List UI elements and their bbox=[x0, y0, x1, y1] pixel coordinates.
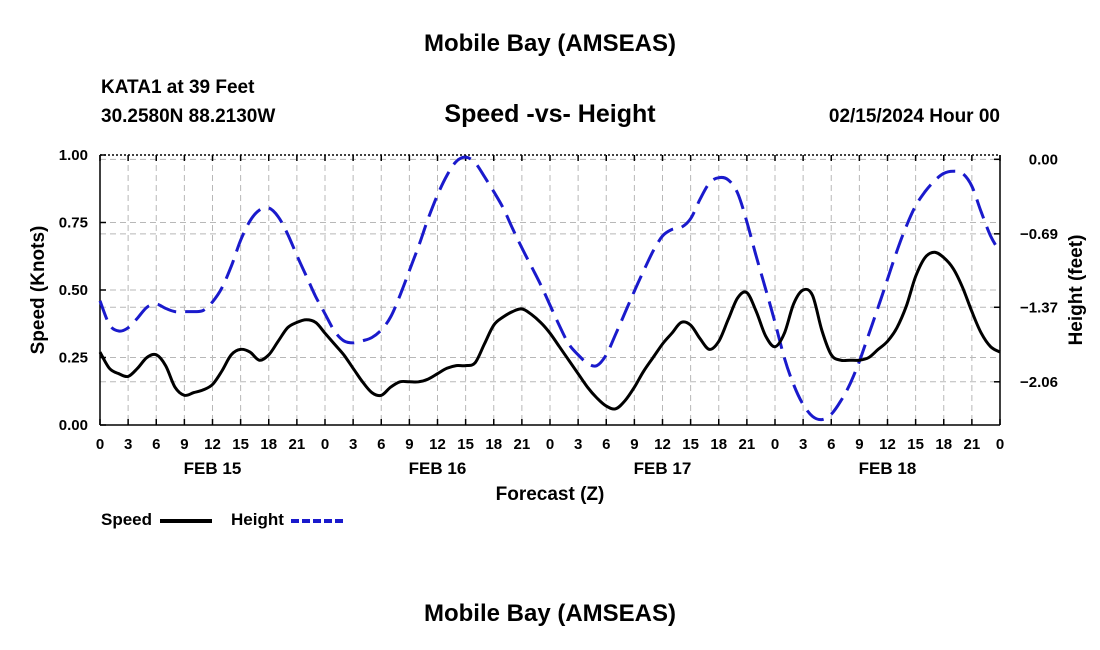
legend-height-label: Height bbox=[231, 510, 284, 529]
axis-layer bbox=[99, 154, 1001, 426]
x-tick-label: 0 bbox=[546, 436, 554, 453]
right-tick-label: −2.06 bbox=[1020, 374, 1058, 391]
height-series-line bbox=[98, 155, 1002, 422]
x-tick-label: 21 bbox=[514, 436, 531, 453]
left-tick-label: 1.00 bbox=[59, 147, 88, 164]
x-tick-label: 21 bbox=[289, 436, 306, 453]
x-tick-label: 6 bbox=[152, 436, 160, 453]
x-tick-label: 12 bbox=[429, 436, 446, 453]
right-axis-title: Height (feet) bbox=[1066, 235, 1087, 346]
x-tick-label: 18 bbox=[710, 436, 727, 453]
x-tick-label: 6 bbox=[377, 436, 385, 453]
speed-height-chart: 0 3 6 9 12 15 18 21 0 3 6 9 12 15 18 21 0 3 6 9 12 15 18 21 0 3 6 9… bbox=[28, 147, 1087, 505]
x-tick-label: 21 bbox=[964, 436, 981, 453]
x-tick-label: 3 bbox=[799, 436, 807, 453]
x-tick-label: 3 bbox=[349, 436, 357, 453]
x-tick-label: 6 bbox=[827, 436, 835, 453]
x-axis-title: Forecast (Z) bbox=[496, 484, 605, 505]
chart-title: Mobile Bay (AMSEAS) bbox=[423, 30, 677, 57]
day-label: FEB 16 bbox=[409, 459, 467, 478]
right-tick-label: 0.00 bbox=[1029, 151, 1058, 168]
x-tick-label: 15 bbox=[682, 436, 699, 453]
x-tick-label: 6 bbox=[602, 436, 610, 453]
x-tick-label: 3 bbox=[574, 436, 582, 453]
x-tick-label: 12 bbox=[654, 436, 671, 453]
x-tick-label: 15 bbox=[907, 436, 924, 453]
left-axis-title: Speed (Knots) bbox=[28, 226, 49, 355]
legend-height-swatch bbox=[291, 519, 343, 523]
x-tick-label: 18 bbox=[935, 436, 952, 453]
x-tick-label: 0 bbox=[771, 436, 779, 453]
x-tick-label: 18 bbox=[485, 436, 502, 453]
left-tick-label: 0.25 bbox=[59, 350, 88, 367]
x-tick-label: 3 bbox=[124, 436, 132, 453]
x-tick-label: 15 bbox=[232, 436, 249, 453]
day-label: FEB 17 bbox=[634, 459, 692, 478]
series-layer bbox=[98, 155, 1002, 422]
right-tick-label: −1.37 bbox=[1020, 299, 1058, 316]
x-tick-label: 9 bbox=[855, 436, 863, 453]
station-coordinates: 30.2580N 88.2130W bbox=[101, 106, 276, 127]
x-tick-label: 15 bbox=[457, 436, 474, 453]
legend-speed-label: Speed bbox=[101, 510, 153, 529]
day-label: FEB 15 bbox=[184, 459, 242, 478]
left-tick-label: 0.00 bbox=[59, 417, 88, 434]
legend-speed-swatch bbox=[160, 519, 212, 523]
x-tick-label: 12 bbox=[204, 436, 221, 453]
x-tick-label: 9 bbox=[630, 436, 638, 453]
chart-subtitle: Speed -vs- Height bbox=[444, 100, 656, 128]
grid-layer bbox=[100, 155, 1000, 425]
footer-title: Mobile Bay (AMSEAS) bbox=[423, 600, 677, 627]
forecast-datetime: 02/15/2024 Hour 00 bbox=[828, 106, 1000, 127]
x-tick-label: 9 bbox=[405, 436, 413, 453]
x-tick-label: 0 bbox=[996, 436, 1004, 453]
x-tick-label: 12 bbox=[879, 436, 896, 453]
x-tick-label: 0 bbox=[321, 436, 329, 453]
label-layer: 0 3 6 9 12 15 18 21 0 3 6 9 12 15 18 21 0 3 6 9 12 15 18 21 0 3 6 9… bbox=[28, 147, 1087, 505]
station-label: KATA1 at 39 Feet bbox=[101, 77, 255, 98]
left-tick-label: 0.50 bbox=[59, 282, 88, 299]
right-tick-label: −0.69 bbox=[1020, 226, 1058, 243]
x-tick-label: 18 bbox=[260, 436, 277, 453]
day-label: FEB 18 bbox=[859, 459, 917, 478]
x-tick-label: 0 bbox=[96, 436, 104, 453]
x-tick-label: 21 bbox=[739, 436, 756, 453]
speed-series-line bbox=[98, 250, 1001, 411]
left-tick-label: 0.75 bbox=[59, 215, 88, 232]
x-tick-label: 9 bbox=[180, 436, 188, 453]
